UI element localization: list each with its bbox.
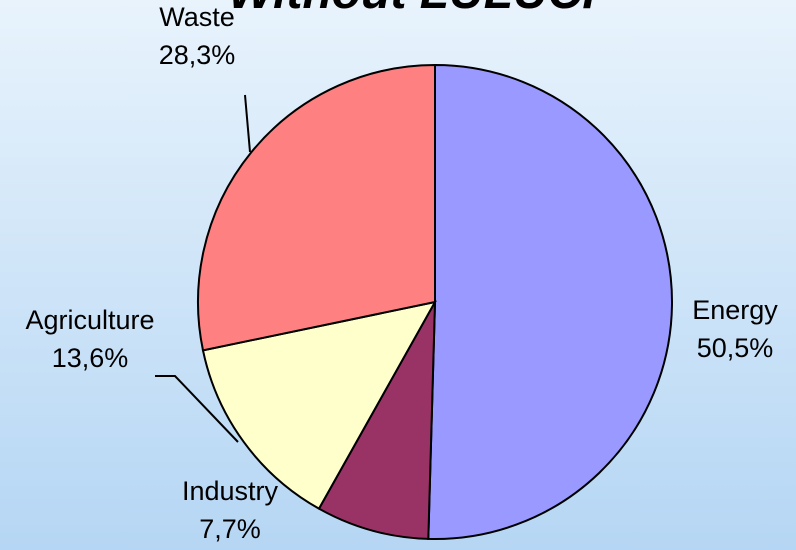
slice-label: Industry: [182, 476, 279, 506]
slice-value-label: 50,5%: [697, 333, 774, 363]
chart-title: Without LULUCF: [228, 0, 613, 19]
slice-value-label: 13,6%: [52, 343, 129, 373]
slice-label: Energy: [692, 295, 778, 325]
pie-slice: [427, 63, 673, 540]
slice-label: Waste: [159, 2, 235, 32]
pie-slice: [201, 300, 437, 511]
pie-slice: [317, 301, 436, 540]
pie-slice: [197, 63, 436, 352]
slice-value-label: 28,3%: [159, 40, 236, 70]
leader-line: [244, 94, 251, 153]
slice-value-label: 7,7%: [199, 514, 261, 544]
slice-label: Agriculture: [25, 305, 154, 335]
leader-line: [155, 375, 239, 443]
